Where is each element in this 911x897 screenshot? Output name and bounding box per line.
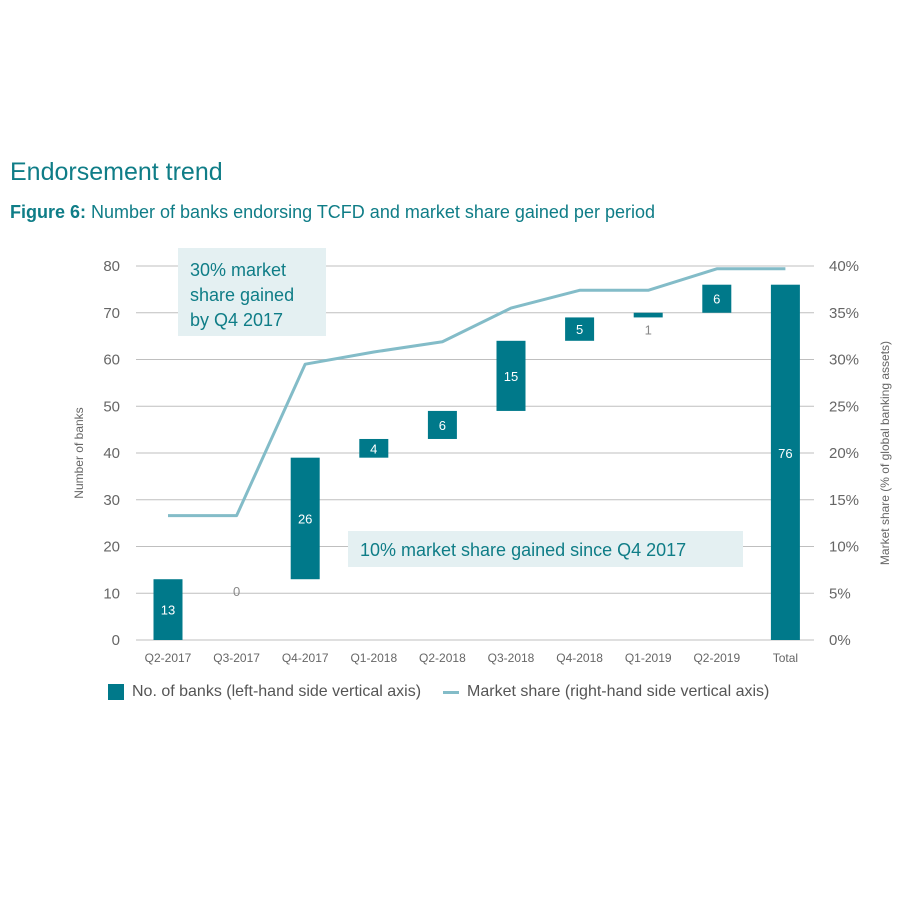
bar-value-label: 5 — [576, 322, 583, 337]
bar-value-label: 1 — [645, 322, 652, 337]
x-tick-label: Q4-2018 — [556, 651, 603, 665]
y2-axis-title: Market share (% of global banking assets… — [878, 341, 892, 565]
x-tick-label: Q1-2019 — [625, 651, 672, 665]
legend-label-banks: No. of banks (left-hand side vertical ax… — [132, 683, 422, 700]
callout-box — [178, 248, 326, 336]
y2-tick-label: 20% — [829, 445, 859, 462]
callout-text: by Q4 2017 — [190, 310, 283, 330]
callout-text: share gained — [190, 285, 294, 305]
y-tick-label: 50 — [103, 398, 120, 415]
x-tick-label: Q2-2018 — [419, 651, 466, 665]
bar — [770, 284, 800, 640]
y-tick-label: 70 — [103, 305, 120, 322]
x-tick-label: Q2-2017 — [145, 651, 192, 665]
y2-tick-label: 30% — [829, 352, 859, 369]
bar-value-label: 6 — [713, 292, 720, 307]
bar — [565, 317, 595, 341]
bar — [359, 438, 389, 458]
bar-value-label: 6 — [439, 418, 446, 433]
y-tick-label: 20 — [103, 539, 120, 556]
bar — [290, 457, 320, 580]
legend-item-banks: No. of banks (left-hand side vertical ax… — [108, 683, 421, 701]
bar — [702, 284, 732, 313]
y2-tick-label: 0% — [829, 632, 851, 649]
bar-value-label: 76 — [778, 446, 792, 461]
y-tick-label: 40 — [103, 445, 120, 462]
y-tick-label: 80 — [103, 258, 120, 275]
callout-box — [348, 531, 743, 567]
callout-text: 10% market share gained since Q4 2017 — [360, 540, 686, 560]
section-title: Endorsement trend — [10, 158, 223, 186]
y-tick-label: 0 — [112, 632, 120, 649]
bar-value-label: 26 — [298, 511, 312, 526]
y2-tick-label: 40% — [829, 258, 859, 275]
x-tick-label: Q1-2018 — [350, 651, 397, 665]
bar-value-label: 4 — [370, 441, 377, 456]
y2-tick-label: 25% — [829, 398, 859, 415]
bar-value-label: 15 — [504, 369, 518, 384]
figure-caption: Number of banks endorsing TCFD and marke… — [86, 202, 655, 222]
legend-swatch-line — [443, 690, 460, 694]
x-tick-label: Q4-2017 — [282, 651, 329, 665]
x-tick-label: Q3-2018 — [488, 651, 535, 665]
y-tick-label: 10 — [103, 585, 120, 602]
y2-tick-label: 5% — [829, 585, 851, 602]
y2-tick-label: 15% — [829, 492, 859, 509]
bar — [496, 340, 526, 411]
y2-tick-label: 35% — [829, 305, 859, 322]
x-tick-label: Q2-2019 — [693, 651, 740, 665]
y2-tick-label: 10% — [829, 539, 859, 556]
y-tick-label: 30 — [103, 492, 120, 509]
bar-value-label: 0 — [233, 584, 240, 599]
y-axis-title: Number of banks — [72, 407, 86, 498]
legend-swatch-bar — [108, 684, 124, 700]
legend-item-market-share: Market share (right-hand side vertical a… — [443, 683, 769, 701]
bar-value-label: 13 — [161, 603, 175, 618]
figure-title: Figure 6: Number of banks endorsing TCFD… — [10, 202, 655, 223]
figure-label: Figure 6: — [10, 202, 87, 222]
chart-legend: No. of banks (left-hand side vertical ax… — [108, 683, 791, 701]
x-tick-label: Q3-2017 — [213, 651, 260, 665]
callout-text: 30% market — [190, 260, 286, 280]
market-share-line — [168, 267, 786, 518]
x-tick-label: Total — [773, 651, 798, 665]
bar — [153, 579, 183, 640]
bar — [427, 410, 457, 439]
bar — [633, 312, 663, 318]
y-tick-label: 60 — [103, 352, 120, 369]
legend-label-market-share: Market share (right-hand side vertical a… — [467, 683, 770, 700]
